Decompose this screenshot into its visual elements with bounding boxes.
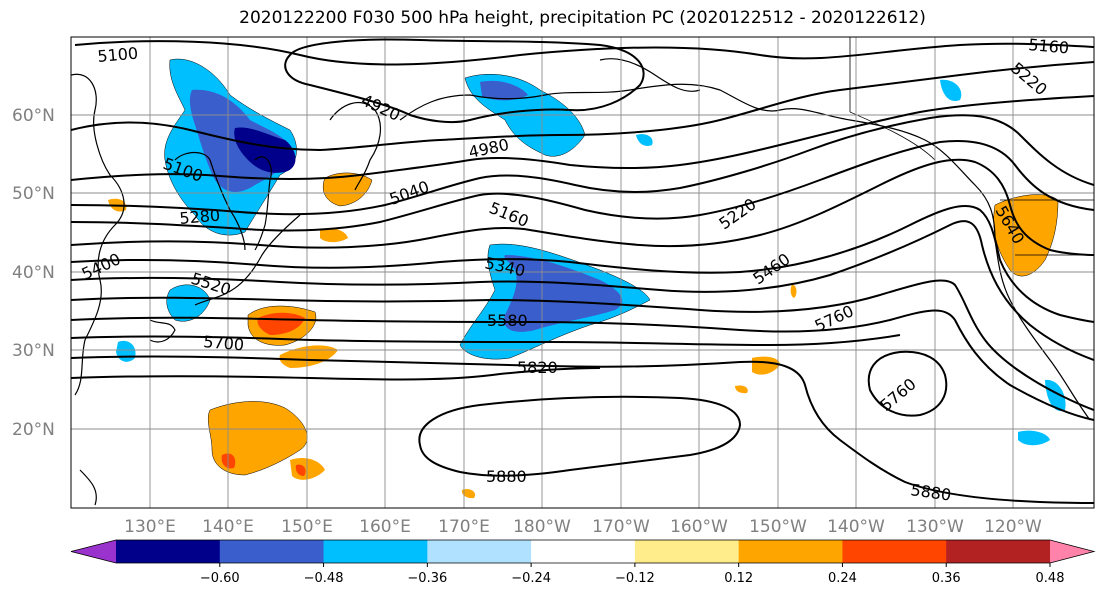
- lon-label: 130°E: [124, 517, 176, 537]
- contour-label: 5700: [203, 332, 245, 354]
- colorbar-tick-label: −0.48: [304, 571, 344, 586]
- lon-label: 150°W: [749, 517, 807, 537]
- lat-label: 30°N: [12, 341, 55, 361]
- lon-label: 150°E: [281, 517, 333, 537]
- colorbar-tick-label: −0.12: [615, 571, 655, 586]
- contour-label: 5580: [487, 311, 528, 330]
- contour-label: 5100: [97, 44, 139, 66]
- lon-label: 140°W: [827, 517, 885, 537]
- colorbar-segment: [219, 540, 325, 563]
- lon-label: 160°E: [359, 517, 411, 537]
- map-title: 2020122200 F030 500 hPa height, precipit…: [239, 8, 926, 28]
- contour-label: 5280: [179, 206, 221, 228]
- lon-label: 170°W: [592, 517, 650, 537]
- contour-label: 5880: [486, 467, 527, 486]
- colorbar-segment: [946, 540, 1051, 563]
- lat-label: 50°N: [12, 184, 55, 204]
- lon-label: 180°W: [513, 517, 571, 537]
- contour-label: 5820: [517, 358, 558, 377]
- lat-label: 60°N: [12, 106, 55, 126]
- colorbar-extend-high: [1050, 540, 1094, 563]
- map-frame: [70, 36, 1095, 509]
- colorbar-segment: [116, 540, 221, 563]
- colorbar-tick-label: 0.24: [828, 571, 857, 586]
- colorbar-segment: [634, 540, 740, 563]
- borders: [849, 37, 1094, 256]
- lat-label: 20°N: [12, 420, 55, 440]
- lon-label: 160°W: [670, 517, 728, 537]
- latitude-labels: 60°N 50°N 40°N 30°N 20°N: [12, 106, 55, 440]
- colorbar-tick-label: −0.24: [511, 571, 551, 586]
- precip-positive-shading: [108, 172, 1059, 499]
- colorbar-segment: [323, 540, 428, 563]
- lon-label: 140°E: [202, 517, 254, 537]
- lon-label: 170°E: [438, 517, 490, 537]
- lat-label: 40°N: [12, 263, 55, 283]
- lon-label: 120°W: [984, 517, 1042, 537]
- colorbar-segment: [531, 540, 636, 563]
- colorbar-segment: [738, 540, 843, 563]
- colorbar: −0.60 −0.48 −0.36 −0.24 −0.12 0.12 0.24 0.36 0.4…: [70, 539, 1096, 586]
- coastlines: [71, 58, 1091, 506]
- colorbar-tick-label: 0.12: [724, 571, 753, 586]
- colorbar-tick-label: −0.60: [200, 571, 240, 586]
- lon-label: 130°W: [906, 517, 964, 537]
- colorbar-tick-label: 0.36: [932, 571, 961, 586]
- colorbar-tick-label: −0.36: [407, 571, 447, 586]
- longitude-labels: 130°E 140°E 150°E 160°E 170°E 180°W 170°…: [124, 517, 1042, 537]
- colorbar-segment: [427, 540, 532, 563]
- colorbar-segment: [842, 540, 947, 563]
- contour-label: 5160: [1028, 35, 1070, 57]
- colorbar-outline: [70, 539, 1096, 564]
- colorbar-tick-label: 0.48: [1036, 571, 1065, 586]
- graticule: [71, 37, 1094, 508]
- colorbar-extend-low: [71, 540, 116, 563]
- height-contours: [71, 38, 1094, 504]
